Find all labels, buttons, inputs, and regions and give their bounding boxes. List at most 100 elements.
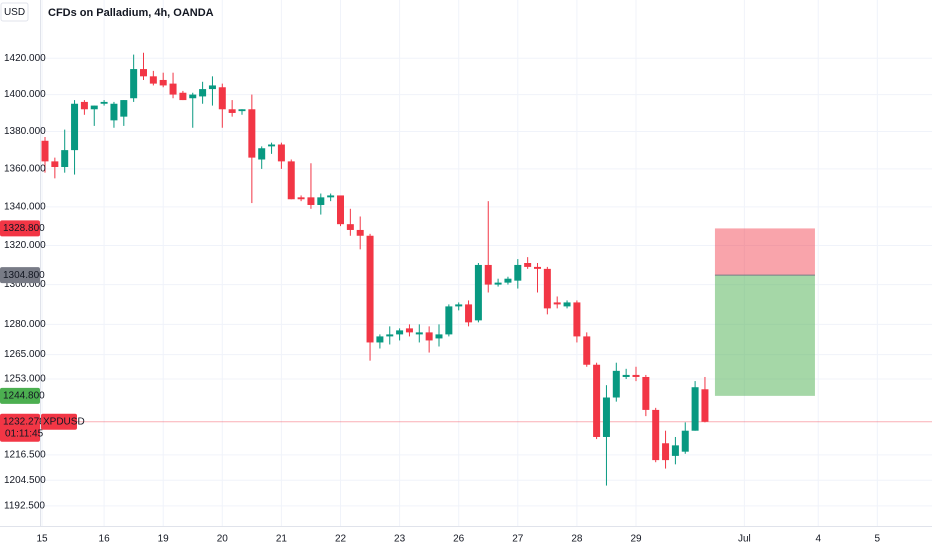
- candle-body: [277, 144, 285, 162]
- y-tick-label: 1300.000: [4, 279, 46, 290]
- candle-body: [405, 328, 413, 333]
- y-tick-label: 1400.000: [4, 89, 46, 100]
- candle-body: [484, 264, 492, 285]
- candle-body: [504, 278, 512, 283]
- y-tick-label: 1216.500: [4, 449, 46, 460]
- y-tick-label: 1192.500: [4, 501, 45, 512]
- candle-body: [376, 336, 384, 343]
- candle-body: [612, 370, 620, 398]
- candle-body: [455, 304, 463, 307]
- currency-box[interactable]: [0, 2, 29, 22]
- candle-body: [691, 387, 699, 431]
- candle-body: [100, 101, 108, 104]
- x-tick-label: 20: [217, 534, 229, 545]
- candle-body: [169, 83, 177, 95]
- candle-body: [366, 235, 374, 343]
- candle-body: [90, 105, 98, 110]
- candle-body: [602, 397, 610, 437]
- x-tick-label: 28: [571, 534, 583, 545]
- candle-body: [415, 332, 423, 335]
- candle-body: [337, 195, 344, 225]
- candle-body: [593, 364, 601, 437]
- y-tick-label: 1253.000: [4, 374, 46, 385]
- candle-body: [632, 374, 640, 377]
- candle-body: [199, 89, 207, 97]
- x-tick-label: 15: [36, 534, 48, 545]
- candle-body: [268, 144, 276, 147]
- currency[interactable]: USD: [4, 7, 25, 18]
- candle-body: [120, 100, 128, 117]
- candle-body: [356, 229, 364, 236]
- candle-body: [386, 334, 394, 337]
- x-tick-label: 29: [630, 534, 642, 545]
- chart-title: CFDs on Palladium, 4h, OANDA: [48, 7, 214, 19]
- candle-body: [51, 161, 59, 168]
- candle-body: [671, 445, 679, 456]
- y-tick-label: 1420.000: [4, 53, 46, 64]
- candle-body: [583, 336, 591, 365]
- x-tick-label: 4: [815, 534, 821, 545]
- y-tick-label: 1360.000: [4, 164, 46, 175]
- target-zone: [714, 275, 815, 396]
- candle-body: [425, 332, 433, 341]
- candle-body: [258, 148, 266, 160]
- candle-body: [110, 103, 118, 121]
- y-tick-label: 1340.000: [4, 202, 46, 213]
- symbol-box: [41, 413, 77, 430]
- candle-body: [474, 264, 482, 321]
- entry-tag-box: [0, 267, 40, 284]
- candle-body: [228, 109, 236, 113]
- candle-body: [248, 109, 256, 158]
- candle-body: [61, 150, 69, 168]
- y-tick-label: 1320.000: [4, 240, 46, 251]
- candle-body: [494, 282, 502, 285]
- y-tick-label: 1280.000: [4, 319, 46, 330]
- candle-body: [445, 306, 453, 335]
- target-tag: 1244.800: [3, 391, 45, 402]
- candle-body: [41, 140, 49, 162]
- candle-body: [514, 264, 522, 281]
- entry-tag: 1304.800: [3, 270, 45, 281]
- candle-body: [159, 79, 167, 86]
- candle-body: [208, 85, 216, 90]
- candle-body: [553, 302, 561, 305]
- candle-body: [149, 76, 157, 84]
- y-tick-label: 1380.000: [4, 126, 46, 137]
- candle-body: [642, 376, 650, 410]
- candle-body: [652, 409, 660, 461]
- x-tick-label: 5: [875, 534, 881, 545]
- candle-body: [543, 268, 551, 309]
- x-tick-label: 22: [335, 534, 347, 545]
- candle-body: [80, 101, 88, 110]
- candle-body: [396, 330, 404, 335]
- candle-body: [140, 69, 147, 77]
- y-tick-label: 1204.500: [4, 475, 46, 486]
- candle-body: [701, 389, 709, 422]
- target-tag-box: [0, 387, 40, 404]
- x-tick-label: 21: [276, 534, 288, 545]
- candle-body: [622, 374, 630, 377]
- candle-body: [317, 197, 325, 205]
- stop-zone: [714, 228, 815, 276]
- candle-body: [681, 430, 689, 452]
- candle-body: [573, 302, 581, 337]
- x-tick-label: 16: [99, 534, 111, 545]
- candle-body: [179, 92, 187, 101]
- x-tick-label: 23: [394, 534, 406, 545]
- candle-body: [534, 266, 541, 269]
- candle-body: [130, 69, 138, 99]
- candle-body: [563, 302, 571, 307]
- candle-body: [327, 195, 335, 198]
- stop-tag-box: [0, 220, 40, 237]
- candle-body: [238, 109, 246, 112]
- candle-body: [287, 161, 295, 200]
- x-tick-label: Jul: [738, 534, 751, 545]
- candle-body: [297, 197, 305, 200]
- x-tick-label: 27: [512, 534, 524, 545]
- stop-tag: 1328.800: [3, 223, 45, 234]
- candle-body: [218, 87, 226, 110]
- countdown: 01:11:45: [5, 428, 44, 439]
- candle-body: [662, 443, 670, 461]
- last-price: 1232.278: [3, 416, 45, 427]
